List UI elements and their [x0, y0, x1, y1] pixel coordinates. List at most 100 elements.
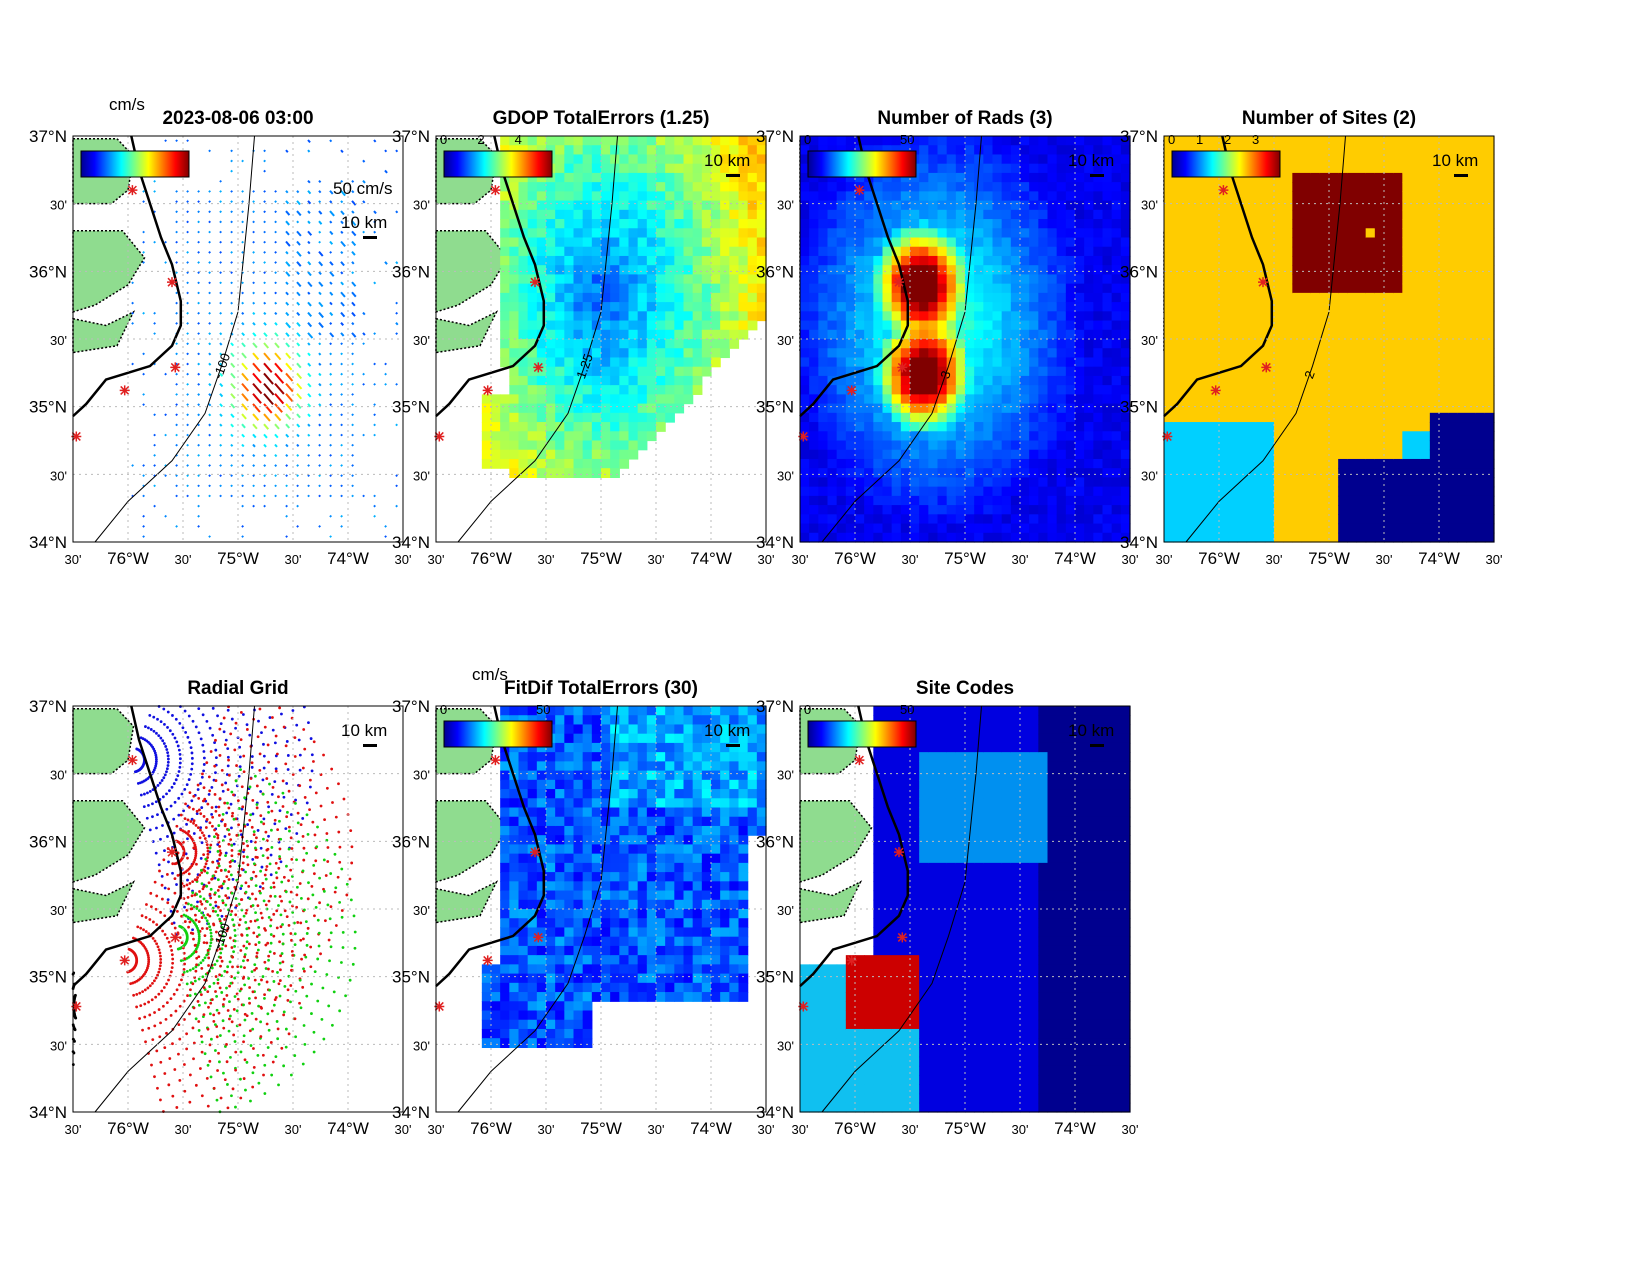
current-vector [252, 453, 256, 458]
current-vector [208, 261, 211, 264]
current-vector [241, 494, 244, 498]
current-vector [274, 494, 277, 498]
current-vector [175, 372, 178, 376]
colorbar-tick: 0 [440, 132, 447, 147]
lon-tick-label: 76°W [107, 549, 149, 568]
current-vector [351, 250, 356, 256]
current-vector [208, 220, 211, 224]
current-vector [307, 423, 311, 427]
site-marker [482, 955, 493, 966]
current-vector [197, 514, 200, 518]
current-vector [208, 342, 212, 346]
current-vector [329, 382, 333, 386]
lat-tick-label: 30' [777, 768, 794, 783]
current-vector [186, 139, 189, 143]
current-vector [373, 382, 376, 386]
current-vector [384, 169, 388, 174]
current-vector [263, 190, 266, 193]
current-vector [153, 484, 156, 488]
current-vector [285, 514, 288, 518]
site-marker [897, 362, 908, 373]
scale-bar [1090, 744, 1104, 747]
current-vector [230, 403, 236, 409]
colorbar [443, 150, 553, 178]
current-vector [351, 494, 354, 498]
lon-tick-label: 30' [648, 1122, 665, 1137]
current-vector [175, 322, 178, 325]
current-vector [186, 403, 189, 406]
current-vector [241, 382, 250, 392]
lon-tick-label: 30' [1376, 552, 1393, 567]
current-vector [274, 464, 278, 468]
lat-tick-label: 34°N [756, 533, 794, 552]
current-vector [241, 291, 244, 295]
site-marker [490, 755, 501, 766]
lon-tick-label: 76°W [470, 549, 512, 568]
current-vector [263, 362, 273, 373]
current-vector [230, 453, 234, 457]
current-vector [230, 169, 233, 173]
current-vector [296, 403, 302, 409]
current-vector [285, 311, 290, 317]
coastline [72, 135, 183, 418]
current-vector [263, 342, 270, 349]
lat-tick-label: 35°N [392, 968, 430, 987]
current-vector [296, 322, 301, 327]
current-vector [186, 250, 189, 254]
current-vector [197, 453, 200, 457]
current-vector [296, 464, 300, 467]
current-vector [340, 393, 343, 396]
current-vector [219, 453, 223, 457]
current-vector [208, 149, 211, 153]
current-vector [318, 200, 322, 204]
contour-label: 3 [937, 369, 954, 381]
current-vector [373, 423, 376, 427]
current-vector [263, 474, 267, 478]
current-vector [285, 271, 291, 277]
current-vector [307, 190, 312, 195]
current-vector [197, 311, 200, 315]
current-vector [329, 250, 333, 254]
current-vector [318, 281, 324, 287]
current-vector [307, 352, 311, 357]
current-vector [219, 220, 222, 224]
current-vector [164, 413, 167, 417]
current-vector [252, 433, 257, 439]
lon-tick-label: 30' [175, 1122, 192, 1137]
current-vector [197, 230, 200, 234]
current-vector [362, 382, 365, 386]
current-vector [318, 372, 322, 377]
current-vector [241, 504, 244, 508]
colorbar-tick: 0 [1168, 132, 1175, 147]
panel-title: 2023-08-06 03:00 [162, 108, 313, 129]
current-vector [230, 372, 236, 379]
current-vector [219, 200, 222, 203]
current-vector [241, 362, 248, 371]
current-vector [186, 362, 189, 366]
coastline [435, 705, 546, 988]
current-vector [384, 261, 388, 265]
current-vector [340, 372, 343, 376]
current-vector [307, 240, 311, 245]
current-vector [329, 220, 333, 224]
current-vector [318, 464, 321, 467]
current-vector [175, 240, 178, 244]
current-vector [197, 464, 200, 467]
current-vector [362, 159, 366, 163]
current-vector [285, 291, 289, 296]
current-vector [230, 240, 233, 244]
coastline [799, 135, 910, 418]
scale-bar [726, 174, 740, 177]
current-vector [395, 261, 399, 265]
current-vector [274, 443, 278, 448]
current-vector [186, 382, 189, 386]
current-vector [230, 159, 233, 163]
lat-tick-label: 30' [1141, 333, 1158, 348]
current-vector [131, 362, 134, 366]
lon-tick-label: 75°W [1308, 549, 1350, 568]
current-vector [263, 322, 267, 326]
site-marker [1261, 362, 1272, 373]
current-vector [340, 332, 345, 337]
current-vector [307, 149, 311, 153]
panel-title: Number of Sites (2) [1242, 108, 1416, 129]
